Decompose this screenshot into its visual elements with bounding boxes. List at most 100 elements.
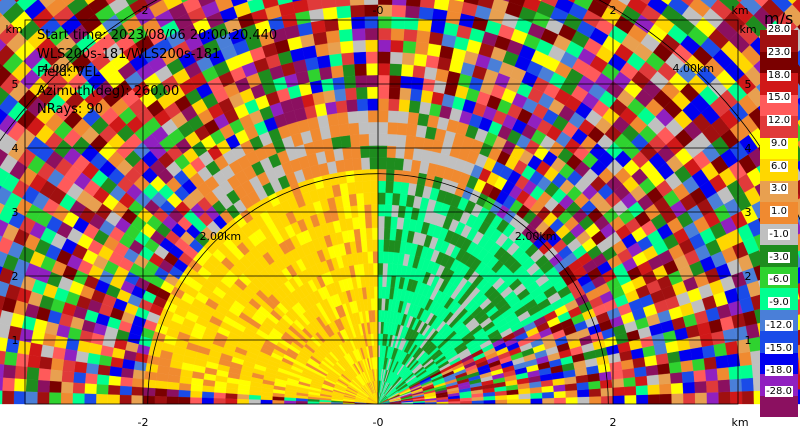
velocity-gate (508, 0, 526, 7)
velocity-gate (390, 28, 405, 41)
velocity-gate (518, 393, 531, 400)
velocity-gate (389, 63, 402, 76)
velocity-gate (404, 5, 420, 19)
velocity-gate (333, 88, 347, 102)
velocity-gate (694, 392, 708, 405)
velocity-gate (741, 390, 755, 405)
velocity-gate (387, 251, 395, 264)
velocity-gate (634, 375, 648, 387)
velocity-gate (612, 395, 625, 405)
velocity-gate (622, 367, 636, 379)
velocity-gate (670, 382, 684, 394)
velocity-gate (403, 146, 415, 160)
velocity-gate (680, 359, 694, 373)
velocity-gate (349, 0, 365, 6)
velocity-gate (430, 91, 445, 106)
velocity-gate (599, 379, 613, 389)
velocity-gate (593, 0, 612, 8)
velocity-gate (688, 0, 711, 18)
velocity-gate (373, 274, 379, 287)
velocity-gate (392, 181, 402, 194)
velocity-gate (377, 133, 388, 146)
velocity-gate (377, 145, 388, 158)
velocity-gate (345, 99, 358, 113)
velocity-gate (658, 373, 672, 385)
velocity-gate (471, 400, 484, 405)
velocity-gate (347, 110, 359, 124)
velocity-gate (354, 63, 367, 76)
velocity-gate (377, 204, 386, 217)
velocity-gate (729, 378, 743, 392)
velocity-gate (322, 6, 338, 21)
velocity-gate (377, 39, 391, 52)
velocity-gate (710, 0, 733, 21)
velocity-gate (718, 391, 731, 405)
velocity-gate (399, 181, 410, 195)
velocity-gate (377, 121, 388, 135)
velocity-gate (377, 262, 384, 275)
velocity-gate (389, 228, 397, 241)
velocity-gate (388, 86, 401, 100)
velocity-gate (413, 136, 426, 150)
velocity-gate (365, 39, 379, 52)
velocity-gate (337, 17, 352, 31)
velocity-gate (368, 121, 379, 135)
velocity-gate (573, 0, 593, 10)
velocity-gate (343, 75, 357, 89)
velocity-gate (377, 251, 384, 264)
velocity-gate (306, 0, 323, 11)
velocity-gate (657, 362, 671, 375)
velocity-gate (371, 215, 379, 229)
velocity-gate (682, 381, 696, 394)
velocity-gate (381, 286, 387, 299)
velocity-gate (316, 54, 331, 69)
velocity-gate (377, 298, 382, 311)
velocity-gate (374, 298, 379, 311)
velocity-gate (390, 216, 398, 229)
velocity-gate (330, 64, 344, 79)
velocity-gate (447, 0, 464, 14)
velocity-gate (787, 0, 797, 5)
velocity-gate (659, 383, 672, 395)
velocity-gate (400, 63, 414, 77)
velocity-gate (612, 386, 625, 396)
velocity-gate (377, 215, 385, 229)
velocity-gate (366, 239, 373, 252)
velocity-gate (368, 145, 379, 158)
velocity-gate (372, 251, 379, 264)
velocity-gate (715, 354, 729, 369)
velocity-gate (389, 51, 403, 65)
velocity-gate (387, 122, 398, 135)
velocity-gate (312, 31, 328, 46)
velocity-gate (368, 133, 379, 146)
velocity-gate (354, 181, 364, 194)
velocity-gate (530, 392, 543, 399)
velocity-gate (426, 43, 442, 58)
velocity-gate (587, 0, 608, 18)
velocity-gate (366, 74, 379, 88)
velocity-gate (495, 399, 508, 405)
velocity-gate (388, 75, 402, 88)
velocity-gate (565, 396, 578, 405)
velocity-gate (364, 27, 379, 41)
velocity-gate (647, 0, 669, 15)
velocity-gate (588, 388, 602, 397)
velocity-gate (418, 101, 432, 115)
velocity-gate (397, 205, 406, 218)
velocity-field (0, 0, 800, 405)
velocity-gate (693, 369, 707, 383)
velocity-gate (377, 51, 391, 64)
velocity-gate (391, 0, 407, 6)
velocity-gate (335, 100, 348, 114)
velocity-gate (338, 28, 353, 42)
velocity-gate (377, 192, 386, 205)
velocity-gate (342, 63, 356, 77)
velocity-gate (383, 239, 390, 252)
velocity-gate (690, 346, 704, 361)
velocity-gate (372, 262, 379, 275)
velocity-gate (398, 99, 411, 113)
velocity-gate (380, 309, 385, 323)
velocity-gate (623, 376, 637, 387)
velocity-gate (364, 215, 373, 229)
velocity-gate (417, 112, 430, 127)
